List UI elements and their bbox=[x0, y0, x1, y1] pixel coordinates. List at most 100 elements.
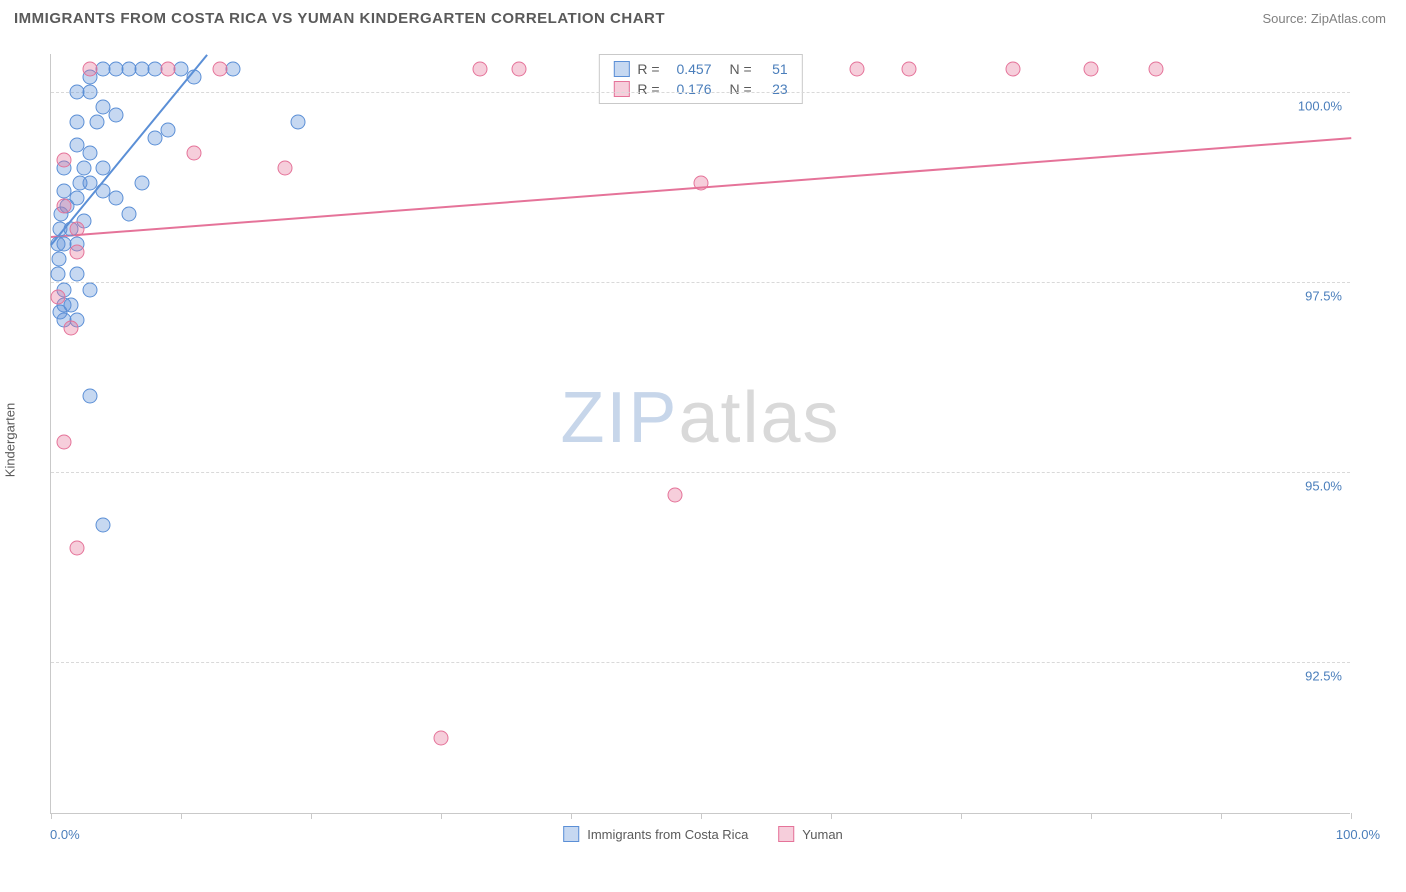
data-point bbox=[57, 199, 72, 214]
data-point bbox=[83, 62, 98, 77]
legend-item: Yuman bbox=[778, 826, 842, 842]
data-point bbox=[109, 191, 124, 206]
data-point bbox=[850, 62, 865, 77]
legend-n-label: N = bbox=[730, 81, 752, 97]
legend-swatch bbox=[563, 826, 579, 842]
watermark-light: atlas bbox=[678, 378, 840, 458]
data-point bbox=[76, 161, 91, 176]
data-point bbox=[226, 62, 241, 77]
gridline bbox=[51, 472, 1350, 473]
x-tick bbox=[701, 813, 702, 819]
data-point bbox=[70, 244, 85, 259]
data-point bbox=[694, 176, 709, 191]
legend-label: Yuman bbox=[802, 827, 842, 842]
chart-source: Source: ZipAtlas.com bbox=[1262, 11, 1386, 26]
data-point bbox=[1149, 62, 1164, 77]
gridline bbox=[51, 282, 1350, 283]
data-point bbox=[50, 290, 65, 305]
legend-r-label: R = bbox=[637, 81, 659, 97]
data-point bbox=[96, 518, 111, 533]
legend-n-value: 51 bbox=[760, 61, 788, 77]
x-tick bbox=[831, 813, 832, 819]
x-tick bbox=[51, 813, 52, 819]
data-point bbox=[161, 123, 176, 138]
data-point bbox=[50, 237, 65, 252]
data-point bbox=[53, 305, 68, 320]
y-tick-label: 97.5% bbox=[1305, 289, 1342, 304]
watermark-bold: ZIP bbox=[560, 378, 678, 458]
data-point bbox=[1084, 62, 1099, 77]
legend-swatch bbox=[613, 81, 629, 97]
data-point bbox=[70, 115, 85, 130]
y-tick-label: 100.0% bbox=[1298, 99, 1342, 114]
legend-row: R = 0.457 N = 51 bbox=[613, 59, 787, 79]
data-point bbox=[51, 252, 66, 267]
y-tick-label: 95.0% bbox=[1305, 479, 1342, 494]
legend-item: Immigrants from Costa Rica bbox=[563, 826, 748, 842]
chart-title: IMMIGRANTS FROM COSTA RICA VS YUMAN KIND… bbox=[14, 10, 665, 27]
data-point bbox=[434, 731, 449, 746]
scatter-plot: ZIPatlas R = 0.457 N = 51 R = 0.176 N = 23 92.5… bbox=[50, 54, 1350, 814]
data-point bbox=[70, 267, 85, 282]
data-point bbox=[83, 85, 98, 100]
legend-r-value: 0.176 bbox=[668, 81, 712, 97]
data-point bbox=[187, 145, 202, 160]
data-point bbox=[83, 389, 98, 404]
legend-r-label: R = bbox=[637, 61, 659, 77]
data-point bbox=[63, 320, 78, 335]
x-tick bbox=[441, 813, 442, 819]
data-point bbox=[57, 153, 72, 168]
data-point bbox=[89, 115, 104, 130]
legend-r-value: 0.457 bbox=[668, 61, 712, 77]
data-point bbox=[83, 282, 98, 297]
data-point bbox=[278, 161, 293, 176]
x-tick bbox=[1221, 813, 1222, 819]
data-point bbox=[57, 434, 72, 449]
correlation-legend: R = 0.457 N = 51 R = 0.176 N = 23 bbox=[598, 54, 802, 104]
x-tick bbox=[571, 813, 572, 819]
data-point bbox=[213, 62, 228, 77]
legend-n-label: N = bbox=[730, 61, 752, 77]
data-point bbox=[122, 206, 137, 221]
data-point bbox=[70, 85, 85, 100]
x-tick bbox=[181, 813, 182, 819]
series-legend: Immigrants from Costa Rica Yuman bbox=[563, 826, 843, 842]
data-point bbox=[70, 138, 85, 153]
data-point bbox=[668, 487, 683, 502]
x-tick bbox=[311, 813, 312, 819]
legend-swatch bbox=[778, 826, 794, 842]
data-point bbox=[53, 221, 68, 236]
data-point bbox=[109, 107, 124, 122]
data-point bbox=[72, 176, 87, 191]
x-tick bbox=[961, 813, 962, 819]
data-point bbox=[291, 115, 306, 130]
chart-container: Kindergarten ZIPatlas R =0.457N =51R =0.… bbox=[14, 40, 1392, 840]
x-tick bbox=[1091, 813, 1092, 819]
gridline bbox=[51, 92, 1350, 93]
x-axis-label-100: 100.0% bbox=[1336, 827, 1380, 842]
data-point bbox=[57, 183, 72, 198]
y-axis-label: Kindergarten bbox=[3, 403, 18, 477]
data-point bbox=[96, 161, 111, 176]
data-point bbox=[135, 176, 150, 191]
x-tick bbox=[1351, 813, 1352, 819]
data-point bbox=[83, 145, 98, 160]
data-point bbox=[902, 62, 917, 77]
y-tick-label: 92.5% bbox=[1305, 669, 1342, 684]
legend-n-value: 23 bbox=[760, 81, 788, 97]
data-point bbox=[70, 221, 85, 236]
gridline bbox=[51, 662, 1350, 663]
data-point bbox=[473, 62, 488, 77]
x-axis-label-0: 0.0% bbox=[50, 827, 80, 842]
chart-header: IMMIGRANTS FROM COSTA RICA VS YUMAN KIND… bbox=[0, 0, 1406, 33]
data-point bbox=[50, 267, 65, 282]
legend-swatch bbox=[613, 61, 629, 77]
data-point bbox=[70, 541, 85, 556]
data-point bbox=[1006, 62, 1021, 77]
data-point bbox=[512, 62, 527, 77]
data-point bbox=[161, 62, 176, 77]
data-point bbox=[187, 69, 202, 84]
legend-label: Immigrants from Costa Rica bbox=[587, 827, 748, 842]
legend-row: R = 0.176 N = 23 bbox=[613, 79, 787, 99]
watermark: ZIPatlas bbox=[560, 377, 840, 459]
